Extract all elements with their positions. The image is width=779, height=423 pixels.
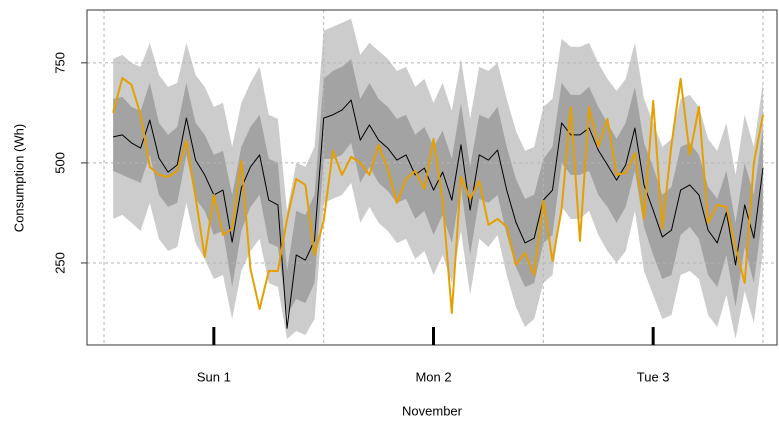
y-tick-label: 250 bbox=[52, 252, 67, 274]
y-tick-label: 500 bbox=[52, 152, 67, 174]
y-axis-label: Consumption (Wh) bbox=[11, 124, 26, 232]
series-line bbox=[113, 99, 764, 329]
y-tick-label: 750 bbox=[52, 52, 67, 74]
x-tick-label: Mon 2 bbox=[415, 369, 451, 384]
plot-frame bbox=[86, 9, 778, 346]
x-tick-label: Tue 3 bbox=[637, 369, 670, 384]
interval-band bbox=[113, 58, 763, 315]
x-axis-label: November bbox=[402, 403, 463, 418]
series-line bbox=[112, 77, 764, 314]
x-tick-label: Sun 1 bbox=[197, 369, 231, 384]
